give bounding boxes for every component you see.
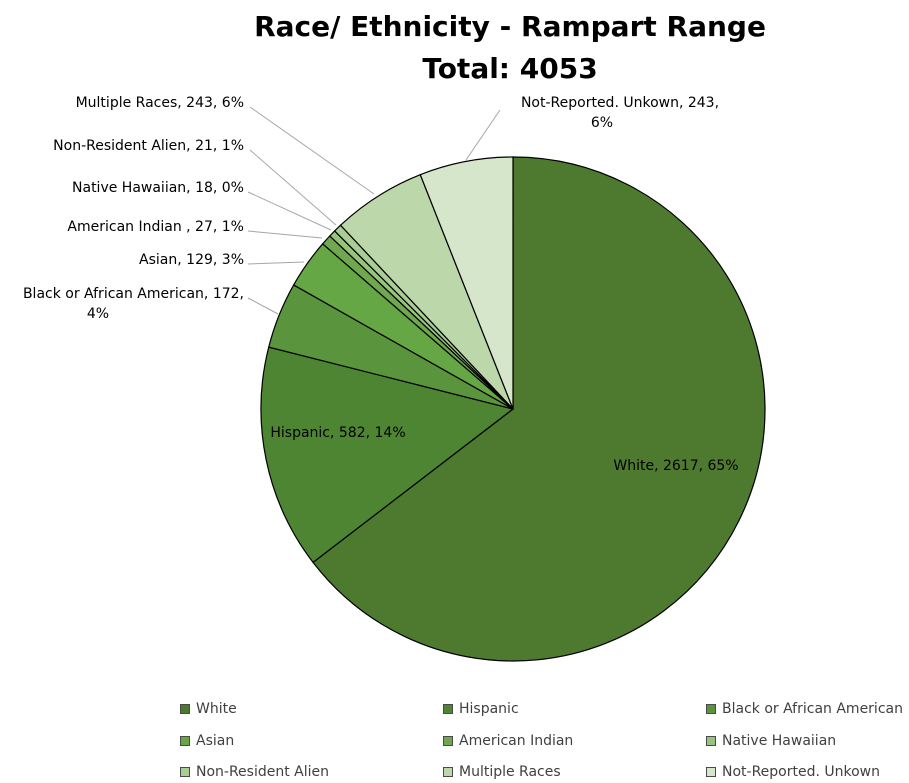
legend-swatch bbox=[180, 767, 190, 777]
legend-item: Asian bbox=[180, 730, 234, 752]
legend-swatch bbox=[443, 704, 453, 714]
legend-item: Multiple Races bbox=[443, 761, 561, 783]
legend-label: Native Hawaiian bbox=[722, 733, 837, 749]
legend-swatch bbox=[180, 736, 190, 746]
legend-swatch bbox=[706, 704, 716, 714]
legend-swatch bbox=[706, 736, 716, 746]
leader-line bbox=[465, 109, 501, 161]
legend-swatch bbox=[443, 736, 453, 746]
data-label: White, 2617, 65% bbox=[613, 458, 738, 474]
pie-slice-hispanic bbox=[260, 346, 515, 564]
chart-subtitle: Total: 4053 bbox=[422, 52, 598, 85]
legend-item: Black or African American bbox=[706, 698, 903, 720]
legend-label: Non-Resident Alien bbox=[196, 764, 330, 780]
legend-swatch bbox=[706, 767, 716, 777]
legend-label: American Indian bbox=[459, 733, 574, 749]
legend-item: White bbox=[180, 698, 237, 720]
leader-line bbox=[247, 191, 332, 231]
leader-line bbox=[247, 297, 279, 315]
data-label: Native Hawaiian, 18, 0% bbox=[72, 180, 244, 196]
legend-item: Native Hawaiian bbox=[706, 730, 836, 752]
legend-label: Hispanic bbox=[459, 701, 519, 717]
leader-line bbox=[249, 149, 337, 226]
legend-label: White bbox=[196, 701, 237, 717]
leader-line bbox=[247, 261, 305, 265]
data-label: Non-Resident Alien, 21, 1% bbox=[53, 138, 244, 154]
data-label: American Indian , 27, 1% bbox=[67, 219, 244, 235]
data-label: Black or African American, 172, 4% bbox=[23, 286, 244, 322]
legend-item: Non-Resident Alien bbox=[180, 761, 329, 783]
legend-item: American Indian bbox=[443, 730, 573, 752]
pie-slice-not-reported-unkown bbox=[419, 156, 514, 410]
legend-swatch bbox=[443, 767, 453, 777]
pie-chart: White, 2617, 65% Hispanic, 582, 14% Black … bbox=[23, 95, 766, 662]
chart-title: Race/ Ethnicity - Rampart Range bbox=[254, 10, 766, 43]
legend-swatch bbox=[180, 704, 190, 714]
legend-label: Asian bbox=[196, 733, 235, 749]
data-label: Asian, 129, 3% bbox=[139, 252, 244, 268]
legend-item: Hispanic bbox=[443, 698, 519, 720]
pie-slice-white bbox=[312, 156, 766, 662]
legend-label: Not-Reported. Unkown bbox=[722, 764, 881, 780]
legend-label: Black or African American bbox=[722, 701, 903, 717]
data-label: Hispanic, 582, 14% bbox=[270, 425, 405, 441]
leader-line bbox=[247, 230, 323, 239]
data-label: Multiple Races, 243, 6% bbox=[76, 95, 244, 111]
leader-line bbox=[249, 106, 375, 195]
data-label: Not-Reported. Unkown, 243, 6% bbox=[521, 95, 719, 131]
legend-item: Not-Reported. Unkown bbox=[706, 761, 880, 783]
legend-label: Multiple Races bbox=[459, 764, 561, 780]
